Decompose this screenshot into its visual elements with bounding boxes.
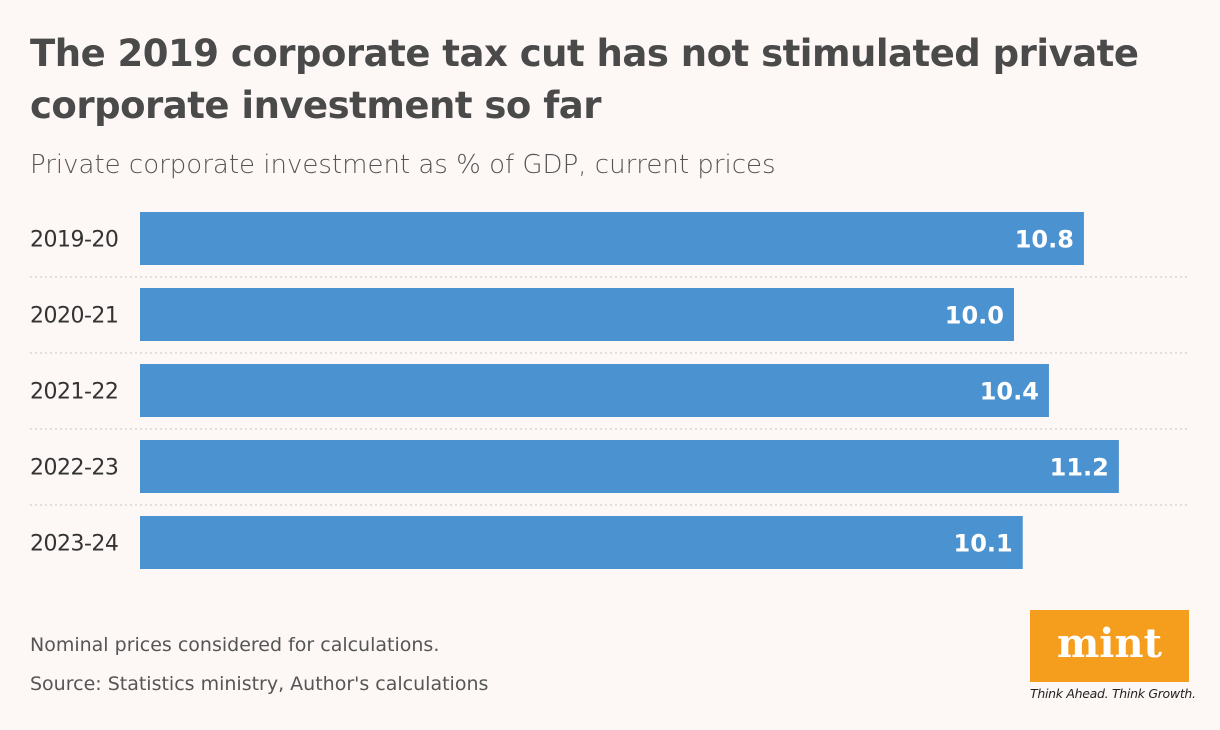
data-label: 10.1 xyxy=(954,530,1013,558)
bar xyxy=(140,440,1119,493)
data-label: 10.4 xyxy=(980,378,1039,406)
bar xyxy=(140,212,1084,265)
data-label: 11.2 xyxy=(1050,454,1109,482)
bar-chart: 2019-20 10.8 2020-21 10.0 2021-22 10.4 2022-23… xyxy=(30,212,1188,569)
mint-logo: mint xyxy=(1030,610,1189,682)
category-label: 2022-23 xyxy=(30,456,118,481)
bar xyxy=(140,516,1023,569)
category-label: 2021-22 xyxy=(30,380,118,405)
category-label: 2020-21 xyxy=(30,304,118,329)
bar xyxy=(140,288,1014,341)
source-note: Source: Statistics ministry, Author's ca… xyxy=(30,673,489,695)
data-label: 10.0 xyxy=(945,302,1004,330)
logo-text: mint xyxy=(1056,619,1163,667)
chart-subtitle: Private corporate investment as % of GDP… xyxy=(30,150,776,180)
data-label: 10.8 xyxy=(1015,226,1074,254)
category-label: 2023-24 xyxy=(30,532,118,557)
bar xyxy=(140,364,1049,417)
logo-tagline: Think Ahead. Think Growth. xyxy=(1030,686,1196,701)
footnote: Nominal prices considered for calculatio… xyxy=(30,634,440,656)
chart-title: The 2019 corporate tax cut has not stimu… xyxy=(30,32,1139,127)
category-label: 2019-20 xyxy=(30,228,118,253)
